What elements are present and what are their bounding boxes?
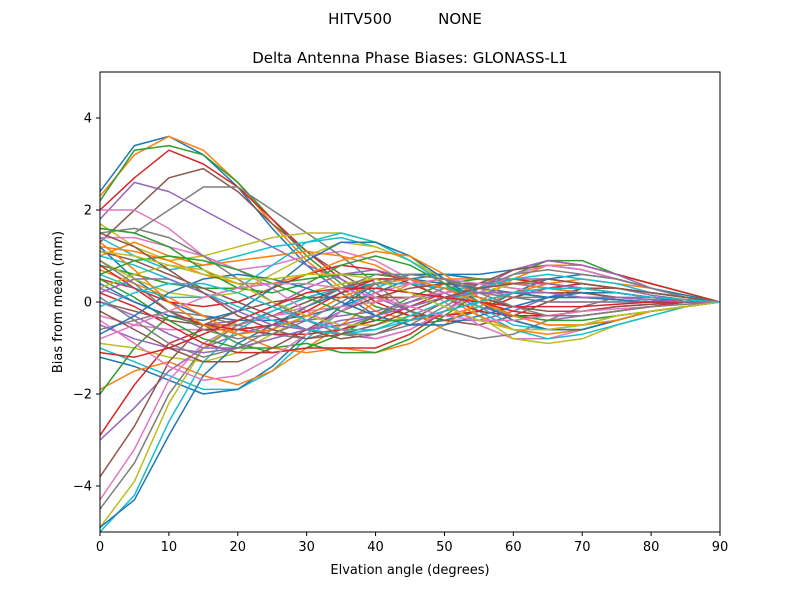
y-axis-ticks: −4 −2 0 2 4 (73, 112, 100, 495)
y-tick-label: 0 (84, 296, 92, 311)
y-tick-label: 4 (84, 112, 92, 127)
series-line-s57 (100, 282, 720, 340)
series-line-s60 (100, 282, 720, 331)
series-layer (100, 135, 720, 532)
x-tick-label: 70 (574, 540, 591, 555)
x-tick-label: 20 (230, 540, 247, 555)
y-tick-label: −2 (73, 388, 92, 403)
x-tick-label: 10 (161, 540, 178, 555)
y-tick-label: −4 (73, 480, 92, 495)
x-tick-label: 0 (96, 540, 104, 555)
suptitle-radome: NONE (438, 10, 482, 28)
x-tick-label: 40 (367, 540, 384, 555)
x-tick-label: 80 (643, 540, 660, 555)
suptitle-station: HITV500 (328, 10, 392, 28)
series-line-s58 (100, 259, 720, 340)
x-axis-ticks: 0 10 20 30 40 50 60 70 80 90 (96, 532, 728, 555)
chart-title: Delta Antenna Phase Biases: GLONASS-L1 (252, 49, 568, 67)
x-tick-label: 90 (712, 540, 729, 555)
series-line-s59 (100, 250, 720, 331)
x-tick-label: 60 (505, 540, 522, 555)
x-axis-label: Elvation angle (degrees) (330, 563, 489, 578)
y-axis-label: Bias from mean (mm) (51, 231, 66, 373)
series-line-s52 (100, 241, 720, 335)
x-tick-label: 30 (298, 540, 315, 555)
y-tick-label: 2 (84, 204, 92, 219)
x-tick-label: 50 (436, 540, 453, 555)
series-line-s56 (100, 232, 720, 340)
